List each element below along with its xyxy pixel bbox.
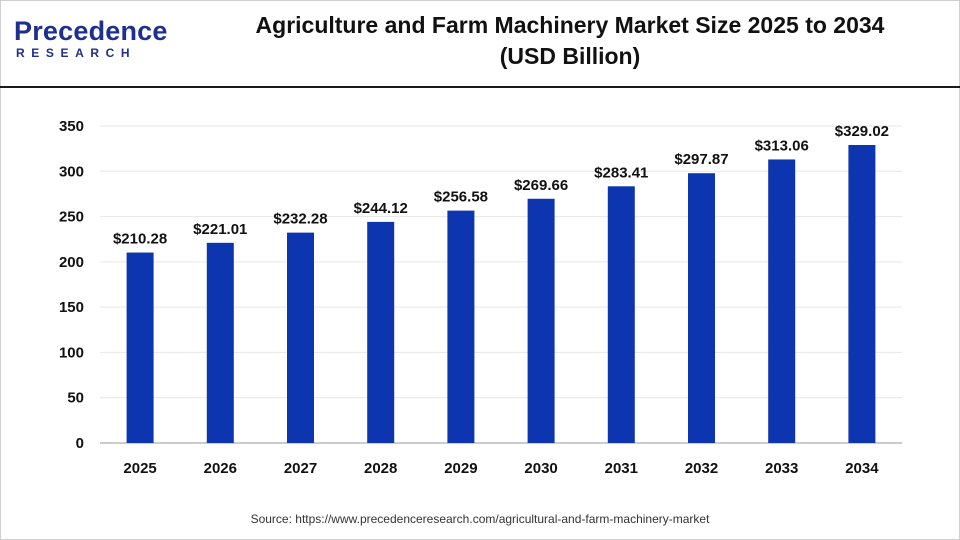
precedence-research-logo: Precedence RESEARCH (14, 16, 167, 66)
bar (527, 198, 555, 443)
logo-wordmark: Precedence (14, 16, 168, 46)
y-tick-label: 250 (59, 209, 84, 226)
data-label: $329.02 (835, 123, 889, 140)
chart-title: Agriculture and Farm Machinery Market Si… (190, 10, 950, 72)
x-tick-label: 2030 (524, 460, 557, 477)
x-tick-label: 2031 (605, 460, 638, 477)
data-label: $232.28 (273, 211, 327, 228)
bar (126, 252, 154, 443)
chart-title-line1: Agriculture and Farm Machinery Market Si… (255, 12, 885, 38)
bar (768, 159, 796, 443)
data-label: $221.01 (193, 221, 247, 238)
data-label: $244.12 (354, 200, 408, 217)
x-tick-label: 2029 (444, 460, 477, 477)
chart-title-line2: (USD Billion) (499, 43, 641, 69)
x-tick-label: 2026 (204, 460, 237, 477)
y-tick-label: 100 (59, 344, 84, 361)
bar (287, 232, 314, 443)
bar (206, 242, 234, 443)
bar (848, 145, 876, 443)
y-tick-label: 300 (59, 163, 84, 180)
x-tick-label: 2034 (845, 460, 879, 477)
logo-subtitle: RESEARCH (16, 46, 137, 60)
y-tick-label: 50 (67, 390, 84, 407)
y-tick-label: 200 (59, 254, 84, 271)
x-tick-label: 2028 (364, 460, 397, 477)
data-label: $283.41 (594, 164, 648, 181)
data-label: $256.58 (434, 189, 488, 206)
data-label: $210.28 (113, 231, 167, 248)
data-label: $313.06 (755, 137, 809, 154)
y-tick-label: 150 (59, 299, 84, 316)
x-tick-label: 2033 (765, 460, 798, 477)
y-tick-label: 0 (76, 435, 84, 452)
bar (688, 173, 715, 443)
y-tick-label: 350 (59, 118, 84, 135)
bar-chart: 0 50 100 150 200 250 300 350 $210.28 2025 $221.01 2… (59, 118, 902, 477)
bar (367, 221, 395, 443)
source-note: Source: https://www.precedenceresearch.c… (250, 512, 710, 526)
chart-header: Precedence RESEARCH Agriculture and Farm… (0, 0, 960, 88)
bar (607, 186, 635, 443)
x-tick-label: 2032 (685, 460, 718, 477)
bar (447, 210, 475, 443)
x-tick-label: 2027 (284, 460, 317, 477)
data-label: $269.66 (514, 177, 568, 194)
data-label: $297.87 (674, 151, 728, 168)
x-tick-label: 2025 (123, 460, 156, 477)
